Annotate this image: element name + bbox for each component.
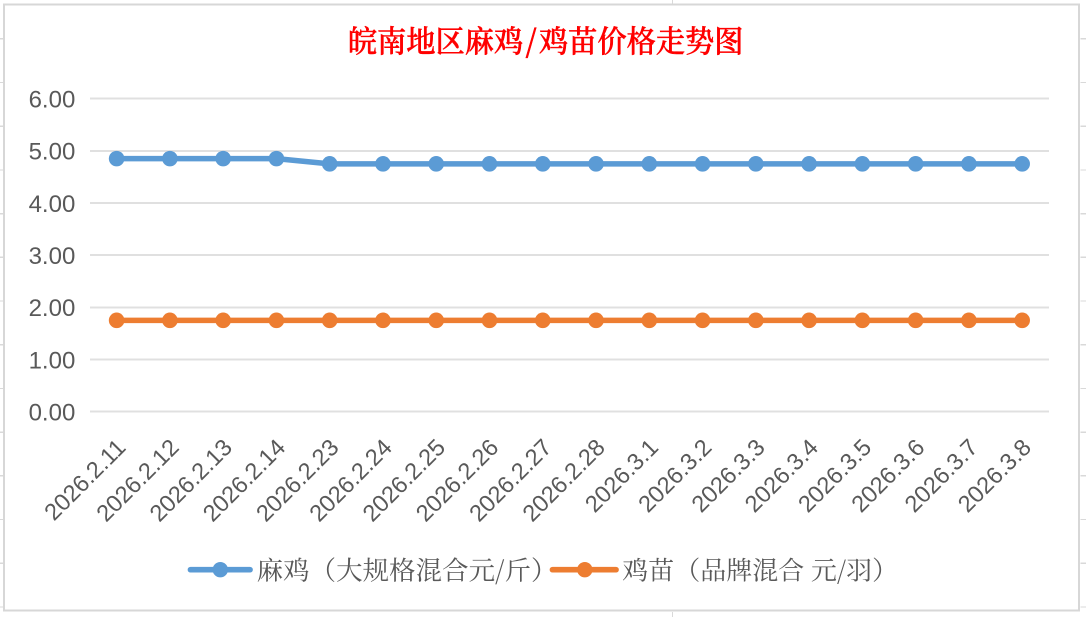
svg-text:5.00: 5.00 xyxy=(29,139,76,166)
svg-text:1.00: 1.00 xyxy=(29,347,76,374)
svg-text:0.00: 0.00 xyxy=(29,399,76,426)
svg-text:2.00: 2.00 xyxy=(29,295,76,322)
svg-text:4.00: 4.00 xyxy=(29,191,76,218)
svg-text:6.00: 6.00 xyxy=(29,86,76,113)
svg-text:3.00: 3.00 xyxy=(29,243,76,270)
